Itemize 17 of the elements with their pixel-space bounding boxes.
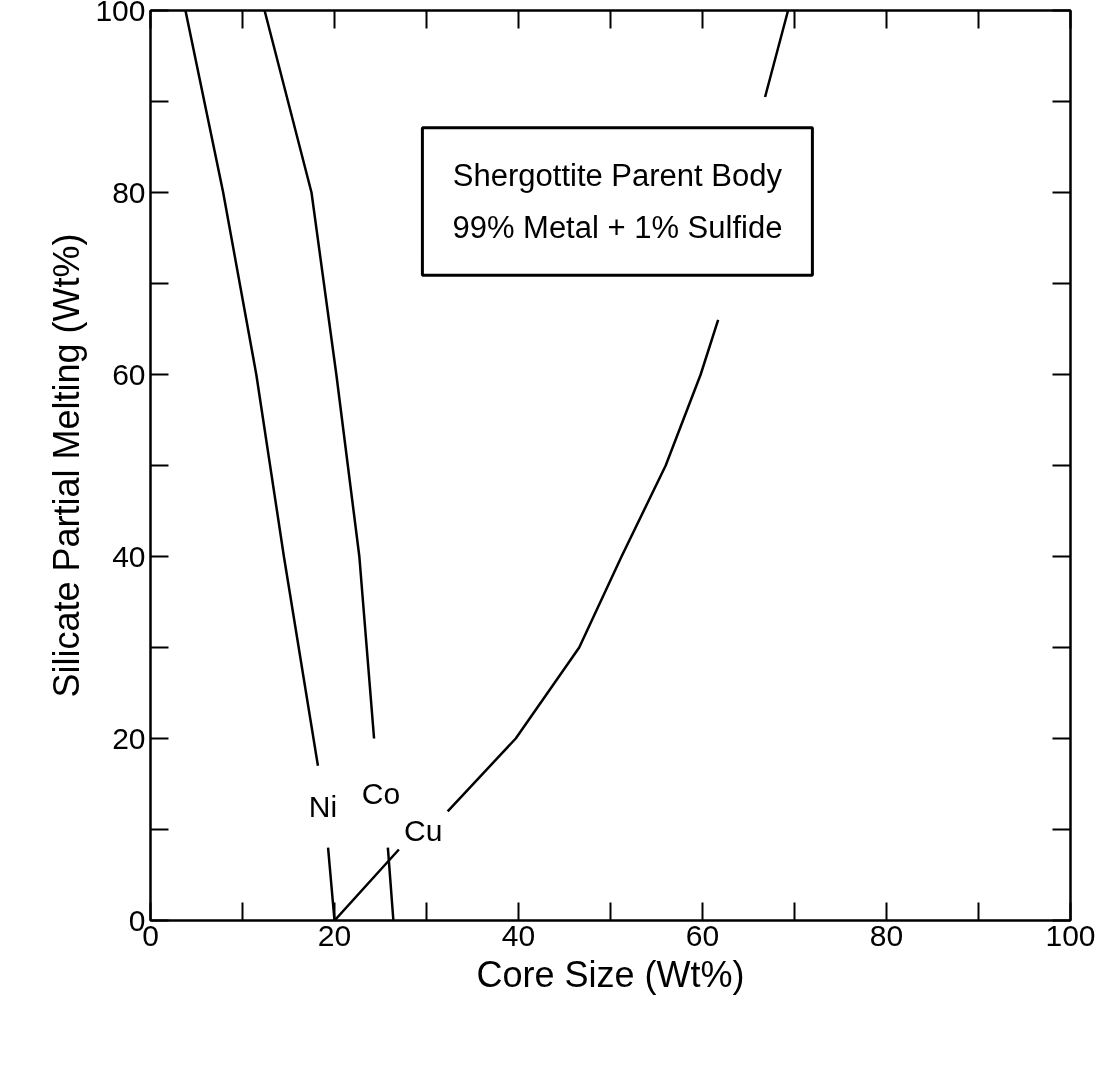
x-tick-label: 80	[869, 918, 904, 952]
annotation: 99% Metal + 1% Sulfide	[452, 210, 783, 246]
y-tick-label: 100	[95, 0, 146, 27]
annotation: Shergottite Parent Body	[452, 157, 783, 193]
x-tick-label: 100	[1045, 918, 1096, 952]
y-tick-label: 80	[112, 175, 146, 209]
series-label: Co	[361, 776, 401, 810]
x-tick-label: 20	[317, 918, 352, 952]
y-tick-label: 40	[112, 539, 146, 573]
series-label: Ni	[308, 790, 338, 824]
y-tick-label: 60	[112, 357, 146, 391]
x-tick-label: 40	[501, 918, 536, 952]
y-tick-label: 20	[112, 721, 146, 755]
series-label: Cu	[404, 813, 443, 847]
y-axis-title: Silicate Partial Melting (Wt%)	[46, 233, 88, 698]
x-tick-label: 60	[685, 918, 720, 952]
x-axis-title: Core Size (Wt%)	[476, 953, 745, 995]
